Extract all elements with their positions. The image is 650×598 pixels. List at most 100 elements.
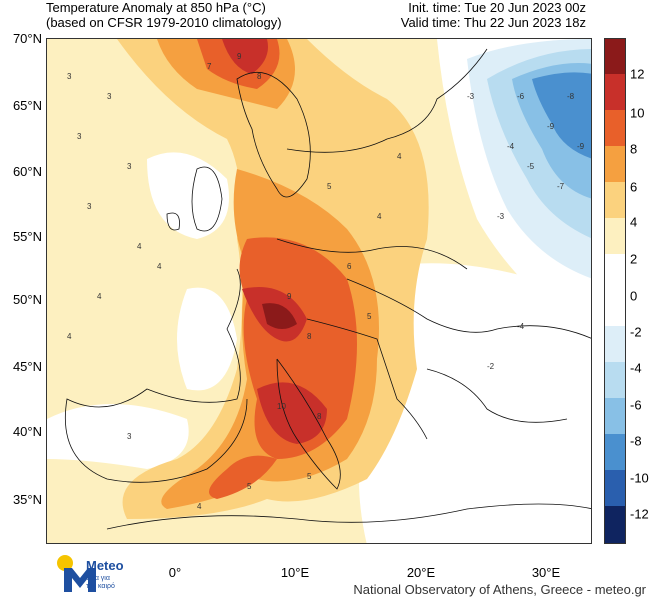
time-info: Init. time: Tue 20 Jun 2023 00z Valid ti… [401,0,586,30]
anomaly-region-neutral [147,152,229,239]
svg-text:4: 4 [137,242,142,251]
svg-text:7: 7 [207,62,212,71]
colorbar-label: -12 [630,506,649,522]
anomaly-region-hot [222,39,268,74]
lon-label: 30°E [531,565,561,580]
svg-text:-3: -3 [497,212,505,221]
coastlines [64,48,591,530]
svg-text:9: 9 [287,292,292,301]
colorbar-label: 0 [630,288,638,304]
meteo-logo-icon [57,555,96,592]
svg-text:4: 4 [397,152,402,161]
lat-label: 60°N [12,164,42,179]
colorbar-label: 12 [630,66,645,82]
colorbar-label: 10 [630,105,645,121]
anomaly-region-neutral [359,263,591,543]
colorbar-swatch [604,182,626,218]
colorbar-frame [604,38,626,544]
footer-credit: National Observatory of Athens, Greece -… [353,582,646,597]
lon-label: 10°E [280,565,310,580]
colorbar-label: -6 [630,397,642,413]
svg-text:-8: -8 [567,92,575,101]
svg-text:9: 9 [237,52,242,61]
svg-text:4: 4 [97,292,102,301]
lat-label: 55°N [12,229,42,244]
title-line2: (based on CFSR 1979-2010 climatology) [46,15,282,30]
svg-text:4: 4 [157,262,162,271]
anomaly-region-hot [257,382,327,444]
svg-text:8: 8 [317,412,322,421]
lon-label: 0° [168,565,182,580]
map-svg: 3 3 3 3 3 4 4 4 4 7 9 8 9 8 10 8 6 5 4 4 5 -6 -9 -8 -5 -3… [47,39,591,543]
svg-text:6: 6 [347,262,352,271]
colorbar-swatch [604,218,626,254]
lat-label: 45°N [12,359,42,374]
anomaly-region-neutral [47,404,189,469]
svg-text:3: 3 [77,132,82,141]
anomaly-value-labels: 3 3 3 3 3 4 4 4 4 7 9 8 9 8 10 8 6 5 4 4 5 -6 -9 -8 -5 -3… [67,52,585,511]
logo-tagline-line2: τον καιρό [86,583,115,590]
lat-label: 35°N [12,492,42,507]
svg-text:5: 5 [307,472,312,481]
svg-text:-9: -9 [547,122,555,131]
svg-text:-6: -6 [517,92,525,101]
svg-text:3: 3 [87,202,92,211]
svg-text:5: 5 [367,312,372,321]
colorbar-label: -10 [630,470,649,486]
svg-text:4: 4 [67,332,72,341]
colorbar-label: 6 [630,179,638,195]
svg-text:5: 5 [327,182,332,191]
anomaly-region-negative [532,72,591,159]
colorbar-swatch [604,506,626,544]
colorbar-swatch [604,110,626,146]
svg-text:8: 8 [257,72,262,81]
svg-text:3: 3 [67,72,72,81]
valid-time: Valid time: Thu 22 Jun 2023 18z [400,15,586,30]
svg-text:-4: -4 [507,142,515,151]
anomaly-region-hot [209,455,277,499]
lat-label: 70°N [12,31,42,46]
svg-text:-2: -2 [487,362,495,371]
colorbar-swatch [604,470,626,506]
colorbar-swatch [604,398,626,434]
init-time: Init. time: Tue 20 Jun 2023 00z [408,0,586,15]
svg-text:3: 3 [107,92,112,101]
svg-text:4: 4 [197,502,202,511]
colorbar-swatch [604,434,626,470]
logo-tagline-line1: Όλα για [86,575,110,582]
colorbar-label: -8 [630,433,642,449]
anomaly-region-extreme [262,303,297,329]
logo-name: Meteo [86,558,124,573]
svg-text:-5: -5 [527,162,535,171]
title-line1: Temperature Anomaly at 850 hPa (°C) [46,0,266,15]
colorbar-swatch [604,74,626,110]
chart-title: Temperature Anomaly at 850 hPa (°C) (bas… [46,0,282,30]
colorbar-swatch [604,362,626,398]
colorbar-swatch [604,146,626,182]
anomaly-map: 3 3 3 3 3 4 4 4 4 7 9 8 9 8 10 8 6 5 4 4 5 -6 -9 -8 -5 -3… [46,38,592,544]
colorbar-label: -2 [630,324,642,340]
colorbar-swatch [604,326,626,362]
svg-text:-3: -3 [467,92,475,101]
svg-text:-4: -4 [517,322,525,331]
lat-label: 65°N [12,98,42,113]
svg-text:-7: -7 [557,182,565,191]
lat-label: 40°N [12,424,42,439]
svg-text:4: 4 [377,212,382,221]
lat-label: 50°N [12,292,42,307]
lon-label: 20°E [406,565,436,580]
logo-tagline: Όλα για τον καιρό [86,575,115,591]
colorbar-label: 8 [630,141,638,157]
colorbar-label: -4 [630,360,642,376]
svg-text:5: 5 [247,482,252,491]
colorbar-label: 2 [630,251,638,267]
colorbar-swatch [604,254,626,290]
svg-text:3: 3 [127,162,132,171]
colorbar-swatch [604,290,626,326]
anomaly-region-neutral [177,287,237,391]
colorbar-swatch [604,38,626,74]
svg-text:3: 3 [127,432,132,441]
svg-text:8: 8 [307,332,312,341]
svg-text:10: 10 [277,402,286,411]
svg-text:-9: -9 [577,142,585,151]
